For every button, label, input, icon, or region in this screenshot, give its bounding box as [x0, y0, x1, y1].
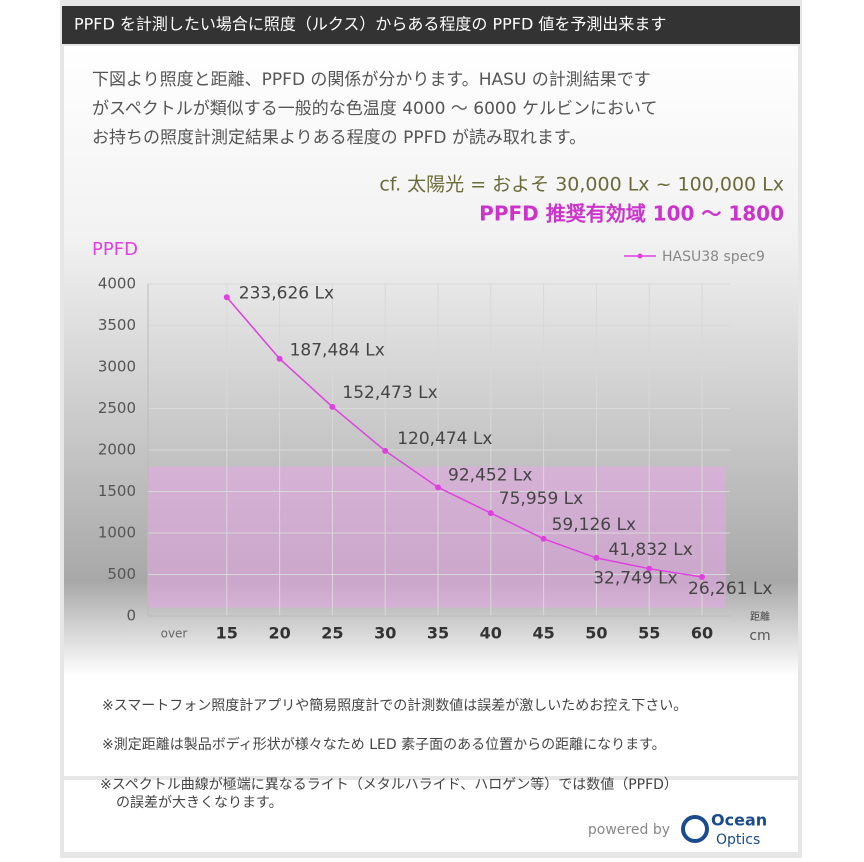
x-tick-label: 25: [321, 624, 343, 643]
intro-line: がスペクトルが類似する一般的な色温度 4000 ～ 6000 ケルビンにおいて: [92, 99, 657, 119]
data-point: [540, 535, 547, 542]
brand-name: Optics: [716, 832, 760, 848]
y-tick-label: 3000: [98, 358, 136, 376]
footer-panel: [64, 780, 798, 852]
x-axis-label: 距離: [750, 610, 770, 623]
data-point: [329, 403, 336, 410]
chart: 0 500 1000 1500 2000 2500 3000 3500 4000 over 15 20…: [98, 249, 773, 643]
x-tick-label: 55: [638, 624, 660, 643]
point-label: 75,959 Lx: [499, 489, 583, 509]
data-line: [226, 296, 703, 578]
point-label: 233,626 Lx: [239, 283, 334, 303]
x-tick-label: 15: [216, 624, 238, 643]
data-point: [382, 447, 389, 454]
logo-mark: [681, 815, 709, 843]
point-label: 152,473 Lx: [342, 383, 437, 403]
note: ※スマートフォン照度計アプリや簡易照度計での計測数値は誤差が激しいためお控え下さ…: [102, 697, 687, 714]
point-label: 26,261 Lx: [688, 579, 772, 599]
note: ※測定距離は製品ボディ形状が様々なため LED 素子面のある位置からの距離になり…: [102, 736, 666, 753]
point-label: 187,484 Lx: [290, 341, 385, 361]
y-tick-label: 0: [126, 607, 136, 625]
intro-line: 下図より照度と距離、PPFD の関係が分かります。HASU の計測結果です: [92, 70, 651, 90]
data-point: [487, 510, 494, 517]
data-point: [593, 554, 600, 561]
data-point: [435, 484, 441, 491]
point-label: 41,832 Lx: [608, 540, 692, 560]
brand-name: Ocean: [711, 811, 767, 830]
header-title: PPFD を計測したい場合に照度（ルクス）からある程度の PPFD 値を予測出来…: [74, 15, 666, 34]
x-tick-label: 50: [585, 624, 607, 643]
y-axis-label: PPFD: [92, 239, 138, 260]
y-tick-label: 4000: [98, 275, 136, 293]
x-axis-unit: cm: [749, 628, 770, 644]
y-tick-label: 1500: [98, 482, 136, 500]
reference-note: cf. 太陽光 = およそ 30,000 Lx ~ 100,000 Lx: [379, 174, 784, 196]
y-tick-label: 1000: [98, 524, 136, 542]
data-point: [276, 355, 283, 362]
intro-line: お持ちの照度計測定結果よりある程度の PPFD が読み取れます。: [92, 128, 586, 148]
point-label: 92,452 Lx: [448, 465, 532, 485]
x-tick-label: 45: [532, 624, 554, 643]
x-tick-label: 40: [480, 624, 502, 643]
note: ※スペクトル曲線が極端に異なるライト（メタルハライド、ハロゲン等）では数値（PP…: [100, 776, 678, 793]
x-tick-label: over: [161, 627, 188, 641]
y-tick-label: 500: [107, 565, 136, 583]
notes-panel: [64, 676, 798, 776]
point-label: 59,126 Lx: [552, 515, 636, 535]
recommended-range: PPFD 推奨有効域 100 ～ 1800: [479, 202, 784, 226]
x-tick-label: 60: [691, 624, 713, 643]
y-tick-label: 2500: [98, 399, 136, 417]
powered-by: powered by: [588, 822, 670, 838]
x-tick-label: 35: [427, 624, 449, 643]
x-tick-label: 30: [374, 624, 396, 643]
point-label: 32,749 Lx: [593, 569, 677, 589]
y-tick-label: 3500: [98, 316, 136, 334]
data-point: [223, 294, 230, 301]
header-bar: [62, 6, 800, 44]
legend-swatch-dot: [637, 253, 643, 259]
data-point: [699, 573, 705, 580]
point-label: 120,474 Lx: [397, 429, 492, 449]
data-point: [646, 565, 653, 572]
note: の誤差が大きくなります。: [116, 795, 283, 811]
x-tick-label: 20: [268, 624, 290, 643]
legend-label: HASU38 spec9: [662, 249, 765, 265]
y-tick-label: 2000: [98, 441, 136, 459]
